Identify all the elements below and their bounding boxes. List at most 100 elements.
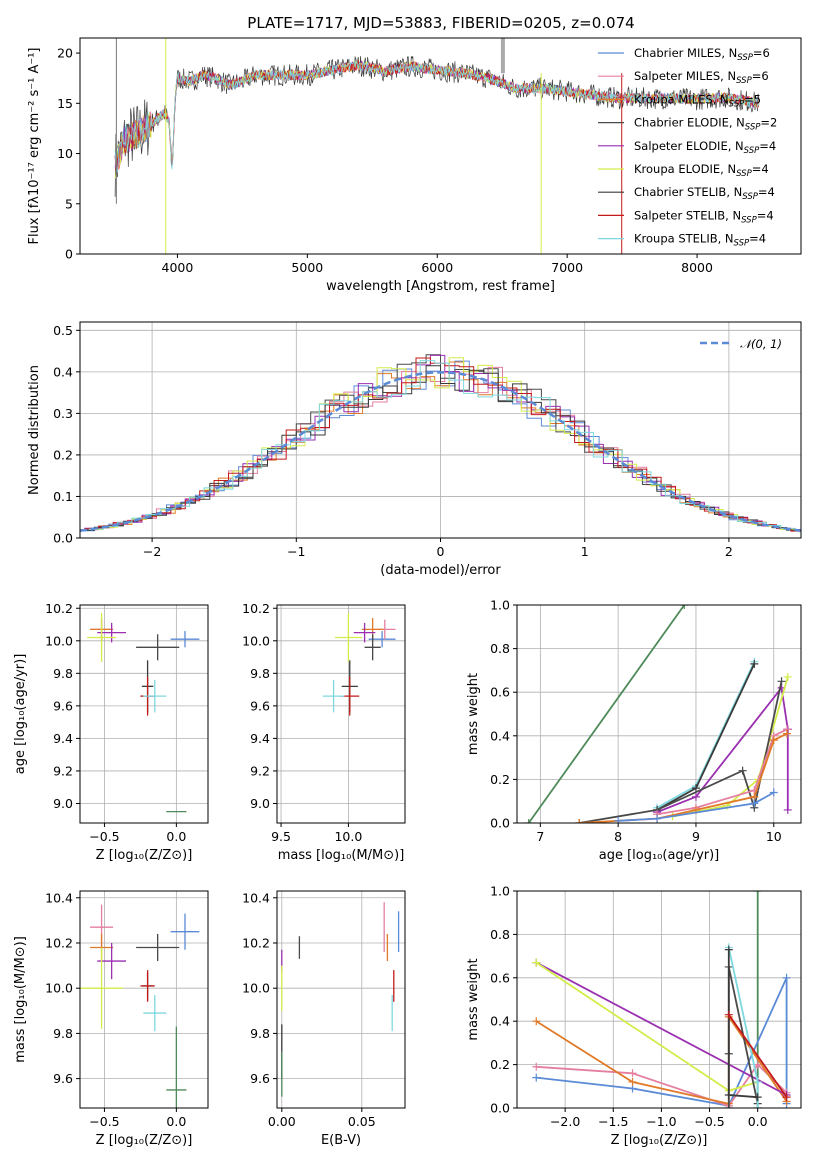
residuals-xlabel: (data-model)/error: [380, 563, 501, 578]
age-vs-mass-plot-area: [322, 613, 396, 716]
residual-legend: 𝒩(0, 1): [700, 337, 782, 351]
age-vs-mass-xtick-label: 9.5: [271, 829, 291, 844]
age-vs-Z-ylabel: age [log₁₀(age/yr)]: [13, 654, 28, 775]
age-vs-Z-xlabel: Z [log₁₀(Z/Z⊙)]: [96, 848, 193, 863]
residuals-xtick-label: 2: [725, 544, 733, 559]
weight-vs-Z-plot-area: [532, 891, 791, 1108]
residuals-ytick-label: 0.2: [53, 447, 73, 462]
age-vs-mass-xtick-label: 10.0: [334, 829, 362, 844]
weight-vs-Z-series-kroupa-elodie: [535, 961, 758, 1092]
mass-vs-ebv-xlabel: E(B-V): [321, 1133, 361, 1148]
spectrum-legend-label: Kroupa ELODIE, NSSP=4: [634, 162, 769, 179]
weight-vs-age-marker: [691, 784, 700, 793]
weight-vs-age-marker: [691, 792, 700, 801]
weight-vs-age-frame: [516, 604, 802, 824]
mass-vs-Z-frame: [79, 890, 209, 1109]
spectrum-line-kroupa-stelib: [114, 60, 760, 173]
mass-vs-ebv-xtick-label: 0.05: [348, 1114, 376, 1129]
age-vs-Z-axes: −0.5 0.0 9.0 9.2 9.4 9.6 9.8 10.0 10.2 Z [log₁₀(Z…: [13, 601, 209, 863]
age-vs-Z-ytick-label: 10.0: [45, 633, 73, 648]
residuals-ytick-label: 0.4: [53, 364, 73, 379]
age-vs-Z-xtick-label: −0.5: [89, 829, 119, 844]
mass-vs-ebv-frame: [276, 890, 406, 1109]
spectrum-legend-label: Kroupa MILES, NSSP=5: [634, 92, 761, 109]
residuals-xtick-label: −1: [287, 544, 305, 559]
age-vs-Z-plot-area: [87, 613, 200, 813]
weight-vs-Z-marker: [532, 958, 541, 967]
residuals-ytick-label: 0.0: [53, 531, 73, 546]
weight-vs-age-marker: [575, 819, 584, 823]
residuals-xtick-label: 0: [437, 544, 445, 559]
weight-vs-Z-xtick-label: −0.5: [694, 1114, 724, 1129]
weight-vs-age-marker: [769, 736, 778, 745]
age-vs-Z-ytick-label: 10.2: [45, 601, 73, 616]
mass-vs-Z-xlabel: Z [log₁₀(Z/Z⊙)]: [96, 1133, 193, 1148]
weight-vs-age-xtick-label: 7: [536, 829, 544, 844]
weight-vs-Z-xtick-label: −2.0: [550, 1114, 580, 1129]
weight-vs-age-marker: [738, 766, 747, 775]
spectrum-xlabel: wavelength [Angstrom, rest frame]: [326, 279, 555, 294]
age-vs-mass-ytick-label: 10.2: [242, 601, 270, 616]
weight-vs-Z-series-salpeter-stelib: [728, 1014, 788, 1098]
weight-vs-age-series-chabrier-miles: [618, 791, 775, 822]
age-vs-mass-ytick-label: 9.6: [250, 698, 270, 713]
weight-vs-Z-ytick-label: 0.8: [490, 927, 510, 942]
weight-vs-age-marker: [750, 799, 759, 808]
weight-vs-age-xtick-label: 10: [766, 829, 782, 844]
weight-vs-Z-ytick-label: 0.0: [490, 1101, 510, 1116]
weight-vs-Z-ytick-label: 0.4: [490, 1014, 510, 1029]
weight-vs-Z-ytick-label: 1.0: [490, 884, 510, 899]
spectrum-ytick-label: 15: [57, 96, 73, 111]
weight-vs-age-ytick-label: 0.8: [490, 641, 510, 656]
residuals-ytick-label: 0.3: [53, 406, 73, 421]
residuals-xtick-label: 1: [581, 544, 589, 559]
weight-vs-age-marker: [653, 814, 662, 823]
weight-vs-age-marker: [777, 677, 786, 686]
spectrum-line-salpeter-stelib: [114, 60, 760, 170]
weight-vs-age-ytick-label: 0.6: [490, 685, 510, 700]
weight-vs-age-ytick-label: 0.2: [490, 772, 510, 787]
spectrum-legend-label: Salpeter STELIB, NSSP=4: [634, 208, 774, 225]
mass-vs-Z-ytick-label: 10.0: [45, 981, 73, 996]
spectrum-plot-area: [114, 38, 760, 254]
weight-vs-age-marker: [769, 788, 778, 797]
weight-vs-Z-marker: [628, 1077, 637, 1086]
spectrum-legend-label: Salpeter MILES, NSSP=6: [634, 69, 769, 86]
weight-vs-Z-marker: [532, 1062, 541, 1071]
age-vs-mass-ytick-label: 10.0: [242, 633, 270, 648]
spectrum-legend-label: Chabrier MILES, NSSP=6: [634, 46, 770, 63]
residuals-frame: [79, 321, 802, 539]
spectrum-ytick-label: 5: [65, 196, 73, 211]
spectrum-xtick-label: 6000: [421, 260, 453, 275]
mass-vs-ebv-ytick-label: 10.4: [242, 890, 270, 905]
spectrum-ytick-label: 0: [65, 247, 73, 262]
weight-vs-age-marker: [524, 819, 533, 823]
weight-vs-Z-xtick-label: −1.0: [646, 1114, 676, 1129]
residuals-plot-area: [80, 354, 801, 532]
weight-vs-Z-ytick-label: 0.6: [490, 970, 510, 985]
weight-vs-age-ytick-label: 0.0: [490, 816, 510, 831]
spectrum-xtick-label: 7000: [551, 260, 583, 275]
weight-vs-Z-ytick-label: 0.2: [490, 1057, 510, 1072]
weight-vs-Z-marker: [753, 1093, 762, 1102]
mass-vs-Z-ytick-label: 10.4: [45, 890, 73, 905]
spectrum-spike-band: [500, 38, 505, 74]
weight-vs-Z-frame: [516, 890, 802, 1109]
weight-vs-Z-marker: [724, 945, 733, 954]
weight-vs-Z-marker: [724, 1090, 733, 1099]
spectrum-ytick-label: 20: [57, 46, 73, 61]
age-vs-mass-ytick-label: 9.2: [250, 763, 270, 778]
mass-vs-Z-ytick-label: 9.6: [53, 1071, 73, 1086]
weight-vs-Z-axes: −2.0 −1.5 −1.0 −0.5 0.0 0.0 0.2 0.4 0.6 0.8 1.0 Z […: [466, 884, 802, 1148]
age-vs-mass-ytick-label: 9.8: [250, 666, 270, 681]
weight-vs-age-ylabel: mass weight: [466, 673, 481, 755]
age-vs-Z-ytick-label: 9.8: [53, 666, 73, 681]
weight-vs-Z-ylabel: mass weight: [466, 958, 481, 1040]
weight-vs-Z-marker: [532, 1017, 541, 1026]
age-vs-mass-axes: 9.5 10.0 9.0 9.2 9.4 9.6 9.8 10.0 10.2 mass [log₁…: [242, 601, 406, 863]
mass-vs-Z-xtick-label: −0.5: [89, 1114, 119, 1129]
residuals-xtick-label: −2: [143, 544, 161, 559]
weight-vs-age-marker: [750, 659, 759, 668]
weight-vs-Z-xtick-label: 0.0: [748, 1114, 768, 1129]
weight-vs-Z-marker: [753, 891, 762, 895]
